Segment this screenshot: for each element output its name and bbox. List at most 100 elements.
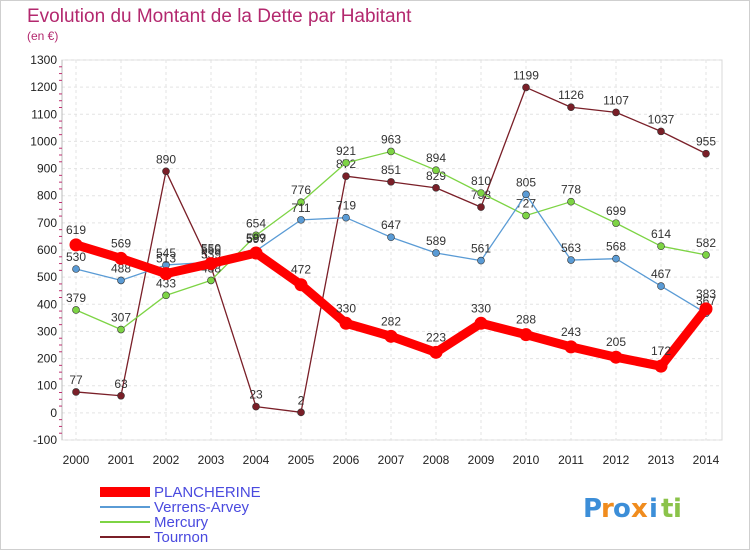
data-label: 545 [156, 246, 176, 260]
x-tick-label: 2001 [108, 453, 135, 467]
x-tick-label: 2011 [558, 453, 584, 467]
data-point [654, 359, 668, 373]
data-point [429, 345, 443, 359]
x-tick-label: 2004 [243, 453, 270, 467]
data-label: 619 [66, 223, 86, 237]
data-label: 890 [156, 152, 176, 166]
data-point [612, 219, 620, 227]
data-label: 647 [381, 218, 401, 232]
logo-letter: i [673, 494, 682, 524]
data-label: 513 [156, 252, 176, 266]
data-label: 467 [651, 267, 671, 281]
data-label: 172 [651, 344, 671, 358]
data-label: 282 [381, 314, 401, 328]
data-point [297, 216, 305, 224]
y-tick-label: 1000 [30, 134, 57, 148]
data-point [702, 149, 710, 158]
data-label: 550 [201, 242, 221, 256]
data-label: 433 [156, 276, 176, 290]
data-label: 589 [246, 231, 266, 245]
data-point [117, 325, 125, 334]
x-tick-label: 2010 [513, 453, 540, 467]
data-label: 589 [426, 234, 446, 248]
data-label: 77 [69, 373, 83, 387]
data-label: 597 [246, 232, 266, 246]
data-point [387, 147, 395, 156]
data-point [162, 167, 170, 176]
y-tick-label: 1200 [30, 80, 57, 94]
data-point [474, 316, 488, 330]
data-label: 582 [696, 236, 716, 250]
data-label: 851 [381, 163, 401, 177]
data-label: 23 [249, 388, 263, 402]
data-point [699, 302, 713, 316]
data-label: 569 [111, 236, 131, 250]
x-tick-label: 2013 [648, 453, 675, 467]
x-tick-label: 2006 [333, 453, 360, 467]
data-point [387, 178, 395, 186]
data-label: 561 [471, 242, 491, 256]
data-label: 2 [298, 393, 305, 407]
series-plancherine: 619 569 513 550 589 472 330 282 223 330 288 243 205 1… [66, 223, 716, 373]
y-tick-label: -100 [33, 433, 57, 447]
data-point [207, 276, 215, 285]
data-point [432, 249, 440, 257]
x-tick-label: 2005 [288, 453, 315, 467]
data-label: 955 [696, 135, 716, 149]
x-tick-label: 2009 [468, 453, 495, 467]
data-point [477, 189, 485, 197]
data-label: 1126 [558, 88, 584, 102]
data-point [567, 103, 575, 112]
legend-label: Mercury [154, 514, 209, 531]
data-point [159, 267, 173, 281]
data-point [294, 278, 308, 292]
data-label: 719 [336, 199, 356, 213]
data-point [162, 291, 170, 300]
data-point [477, 203, 485, 211]
data-label: 472 [291, 263, 311, 277]
data-label: 699 [606, 204, 626, 218]
y-tick-label: 800 [37, 189, 57, 203]
data-label: 654 [246, 216, 266, 230]
y-tick-label: 1100 [31, 107, 57, 121]
chart-subtitle: (en €) [27, 29, 58, 43]
y-tick-label: 900 [37, 162, 57, 176]
logo-letter: r [601, 494, 614, 524]
data-label: 555 [201, 243, 221, 257]
data-label: 894 [426, 151, 446, 165]
data-point [522, 211, 530, 220]
data-point [612, 254, 620, 263]
data-point [342, 213, 350, 222]
y-tick-label: 1300 [30, 53, 57, 67]
data-point [297, 408, 305, 417]
data-point [657, 242, 665, 250]
data-label: 205 [606, 335, 626, 349]
data-label: 805 [516, 175, 536, 189]
data-label: 563 [561, 241, 581, 255]
data-point [609, 350, 623, 364]
data-label: 921 [336, 144, 356, 158]
data-point [564, 340, 578, 354]
data-label: 1107 [603, 93, 629, 107]
y-tick-label: 400 [37, 297, 57, 311]
x-tick-label: 2007 [378, 453, 405, 467]
data-label: 776 [291, 183, 311, 197]
data-point [477, 256, 485, 265]
y-tick-label: 100 [37, 379, 57, 393]
legend-label: Verrens-Arvey [154, 499, 250, 516]
y-tick-label: 600 [37, 243, 57, 257]
data-point [522, 83, 530, 92]
data-point [72, 306, 80, 314]
x-axis: 2000 2001 2002 2003 2004 2005 2006 2007 2008 2009… [63, 453, 720, 467]
data-point [249, 246, 263, 260]
legend-label: PLANCHERINE [154, 484, 261, 501]
data-point [612, 108, 620, 117]
data-point [384, 329, 398, 343]
data-point [117, 391, 125, 400]
data-point [522, 190, 530, 199]
data-label: 63 [114, 377, 128, 391]
x-tick-label: 2012 [603, 453, 630, 467]
